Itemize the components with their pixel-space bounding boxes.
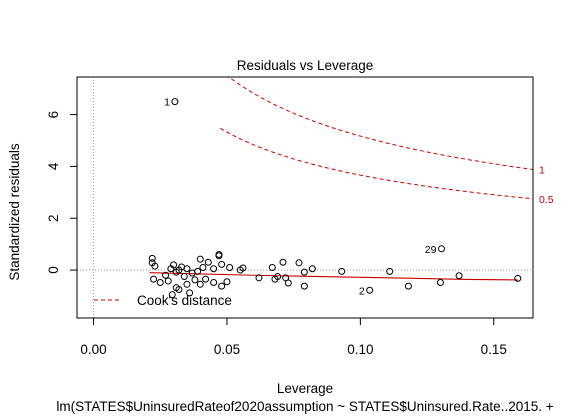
data-point [514, 274, 522, 282]
y-axis-label: Standardized residuals [7, 143, 22, 281]
chart-title: Residuals vs Leverage [237, 58, 374, 73]
data-point [300, 282, 308, 290]
data-point [151, 262, 159, 270]
plot-frame [76, 76, 534, 319]
data-point [168, 291, 176, 299]
y-tick-label: 0 [46, 266, 61, 274]
cooks-distance-contour [220, 127, 534, 200]
reference-lines [77, 77, 533, 318]
data-point [156, 278, 164, 286]
data-point [437, 245, 445, 253]
data-point [239, 264, 247, 272]
data-point [183, 280, 191, 288]
data-point [210, 278, 218, 286]
data-point [191, 276, 199, 284]
data-points [148, 98, 522, 299]
data-point [404, 282, 412, 290]
data-point [148, 254, 156, 262]
contour-label: 0.5 [539, 194, 554, 206]
data-point [218, 282, 226, 290]
contour-label: 1 [539, 165, 545, 177]
data-point [386, 267, 394, 275]
legend: Cook's distance [94, 293, 232, 308]
data-point [295, 259, 303, 267]
point-label: 1 [164, 97, 170, 109]
data-point [218, 260, 226, 268]
data-point [202, 275, 210, 283]
data-point [308, 265, 316, 273]
data-point [274, 273, 282, 281]
point-label: 29 [425, 244, 437, 256]
x-tick-label: 0.10 [347, 342, 373, 357]
data-point [223, 278, 231, 286]
x-axis: 0.00 0.05 0.10 0.15 [80, 318, 507, 357]
data-point [194, 267, 202, 275]
data-point [164, 277, 172, 285]
data-point [180, 273, 188, 281]
cooks-distance-contours: 10.5 [182, 76, 554, 206]
y-tick-label: 6 [46, 111, 61, 119]
y-axis: 0 2 4 6 [46, 111, 77, 274]
point-labels: 1 29 2 [164, 97, 437, 298]
data-point [284, 279, 292, 287]
data-point [338, 267, 346, 275]
cooks-distance-contour [182, 76, 534, 171]
data-point [199, 263, 207, 271]
data-point [255, 274, 263, 282]
point-label: 2 [359, 285, 365, 297]
data-point [150, 275, 158, 283]
data-point [366, 286, 374, 294]
data-point [204, 258, 212, 266]
data-point [162, 271, 170, 279]
data-point [279, 258, 287, 266]
data-point [226, 263, 234, 271]
data-point [215, 251, 223, 259]
data-point [170, 261, 178, 269]
y-tick-label: 2 [46, 214, 61, 222]
y-tick-label: 4 [46, 162, 61, 170]
data-point [436, 278, 444, 286]
data-point [210, 265, 218, 273]
data-point [196, 255, 204, 263]
data-point [268, 263, 276, 271]
legend-label: Cook's distance [137, 293, 232, 308]
data-point [175, 285, 183, 293]
x-tick-label: 0.15 [481, 342, 507, 357]
model-formula-subtitle: lm(STATES$UninsuredRateof2020assumption … [56, 399, 553, 414]
x-tick-label: 0.05 [214, 342, 240, 357]
data-point [300, 268, 308, 276]
data-point [183, 265, 191, 273]
x-axis-label: Leverage [277, 381, 333, 396]
data-point [196, 280, 204, 288]
data-point [171, 98, 179, 106]
data-point [186, 289, 194, 297]
smooth-line [149, 272, 518, 281]
smooth-line-path [149, 272, 518, 281]
data-point [455, 272, 463, 280]
x-tick-label: 0.00 [80, 342, 106, 357]
